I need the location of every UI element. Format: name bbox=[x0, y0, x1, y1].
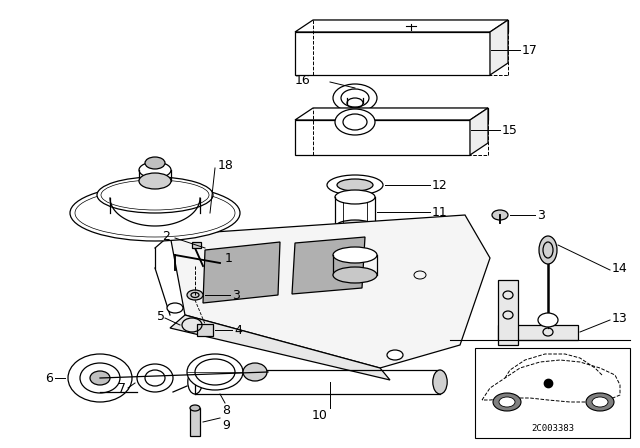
Text: 1: 1 bbox=[225, 251, 233, 264]
Ellipse shape bbox=[137, 364, 173, 392]
Text: 3: 3 bbox=[537, 208, 545, 221]
Ellipse shape bbox=[167, 303, 183, 313]
Bar bbox=[475, 348, 630, 438]
Polygon shape bbox=[295, 108, 488, 120]
Polygon shape bbox=[292, 237, 365, 294]
Text: 6: 6 bbox=[45, 371, 53, 384]
Ellipse shape bbox=[539, 236, 557, 264]
Text: 14: 14 bbox=[612, 262, 628, 275]
Polygon shape bbox=[490, 20, 508, 75]
Polygon shape bbox=[170, 315, 390, 380]
Ellipse shape bbox=[492, 210, 508, 220]
Ellipse shape bbox=[145, 157, 165, 169]
Bar bbox=[190, 408, 200, 436]
Ellipse shape bbox=[335, 109, 375, 135]
Ellipse shape bbox=[188, 370, 202, 394]
Ellipse shape bbox=[187, 290, 203, 300]
Ellipse shape bbox=[333, 247, 377, 263]
Ellipse shape bbox=[592, 397, 608, 407]
Text: 3: 3 bbox=[232, 289, 240, 302]
Polygon shape bbox=[470, 108, 488, 155]
Text: 5: 5 bbox=[157, 310, 165, 323]
Ellipse shape bbox=[187, 354, 243, 390]
Ellipse shape bbox=[190, 405, 200, 411]
Polygon shape bbox=[203, 242, 280, 303]
Bar bbox=[192, 242, 201, 248]
Ellipse shape bbox=[139, 162, 171, 178]
Ellipse shape bbox=[433, 370, 447, 394]
Polygon shape bbox=[498, 325, 578, 340]
Ellipse shape bbox=[538, 313, 558, 327]
Ellipse shape bbox=[337, 223, 373, 235]
Text: 16: 16 bbox=[295, 73, 311, 86]
Polygon shape bbox=[313, 108, 488, 120]
Text: 10: 10 bbox=[312, 409, 328, 422]
Polygon shape bbox=[170, 215, 490, 368]
Ellipse shape bbox=[335, 220, 375, 234]
Ellipse shape bbox=[335, 190, 375, 204]
Ellipse shape bbox=[337, 179, 373, 191]
Text: 11: 11 bbox=[432, 206, 448, 219]
Ellipse shape bbox=[68, 354, 132, 402]
Text: 12: 12 bbox=[432, 178, 448, 191]
Polygon shape bbox=[498, 280, 518, 345]
Text: 15: 15 bbox=[502, 124, 518, 137]
Ellipse shape bbox=[387, 350, 403, 360]
Ellipse shape bbox=[333, 267, 377, 283]
Ellipse shape bbox=[90, 371, 110, 385]
Ellipse shape bbox=[499, 397, 515, 407]
Text: 4: 4 bbox=[234, 323, 242, 336]
Polygon shape bbox=[295, 20, 508, 32]
Text: 2: 2 bbox=[162, 229, 170, 242]
Text: 9: 9 bbox=[222, 418, 230, 431]
Ellipse shape bbox=[97, 177, 213, 213]
Ellipse shape bbox=[493, 393, 521, 411]
Polygon shape bbox=[313, 20, 508, 32]
Ellipse shape bbox=[243, 363, 267, 381]
Text: 18: 18 bbox=[218, 159, 234, 172]
Polygon shape bbox=[295, 32, 490, 75]
Ellipse shape bbox=[139, 173, 171, 189]
Polygon shape bbox=[295, 120, 470, 155]
Text: 7: 7 bbox=[118, 382, 126, 395]
Ellipse shape bbox=[333, 84, 377, 112]
Ellipse shape bbox=[586, 393, 614, 411]
Ellipse shape bbox=[70, 185, 240, 241]
Text: 13: 13 bbox=[612, 311, 628, 324]
Text: 8: 8 bbox=[222, 404, 230, 417]
Ellipse shape bbox=[337, 251, 373, 263]
Text: 2C003383: 2C003383 bbox=[531, 424, 574, 433]
Ellipse shape bbox=[327, 175, 383, 195]
Text: 17: 17 bbox=[522, 43, 538, 56]
Bar bbox=[197, 324, 213, 336]
